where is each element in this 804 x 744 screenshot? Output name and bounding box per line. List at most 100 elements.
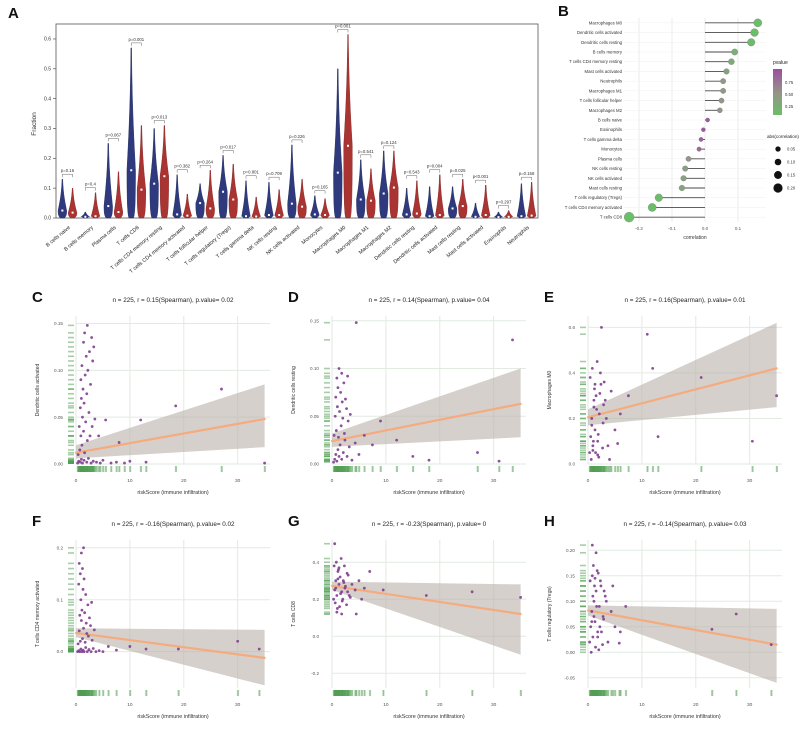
- svg-text:p=0.297: p=0.297: [496, 200, 512, 205]
- svg-text:10: 10: [127, 478, 133, 484]
- svg-text:p=0.013: p=0.013: [151, 114, 167, 119]
- svg-text:20: 20: [437, 478, 443, 484]
- svg-text:0.05: 0.05: [787, 147, 796, 152]
- scatter-chart-e: 0 10 20 30 0.0 0.2 0.4 0.6 riskScore (immune inf…: [547, 316, 782, 496]
- scatter-plot: 0 10 20 30 -0.2 0.0 0.2 0.4 riskScore (immune in…: [291, 540, 526, 720]
- violin-pair: p=0.004: [425, 164, 445, 219]
- svg-text:0.4: 0.4: [569, 371, 576, 376]
- panel-label-a: A: [8, 5, 19, 22]
- svg-text:pvalue: pvalue: [773, 60, 788, 66]
- scatter-chart-c: 0 10 20 30 0.00 0.05 0.10 0.15 riskScore (immune…: [35, 316, 270, 496]
- svg-text:T cells gamma delta: T cells gamma delta: [584, 137, 623, 142]
- panel-label-c: C: [32, 289, 43, 306]
- scatter-title-g: n = 225, r = -0.23(Spearman), p.value= 0: [371, 521, 487, 528]
- svg-text:-0.1: -0.1: [668, 226, 676, 231]
- svg-text:riskScore (immune infiltration: riskScore (immune infiltration): [137, 714, 208, 720]
- svg-text:-0.2: -0.2: [635, 226, 643, 231]
- svg-text:10: 10: [127, 702, 133, 708]
- svg-text:T cells CD4 memory activated: T cells CD4 memory activated: [565, 205, 623, 210]
- data-points: [588, 325, 779, 461]
- svg-text:riskScore (immune infiltration: riskScore (immune infiltration): [649, 490, 720, 496]
- svg-text:0.05: 0.05: [310, 414, 319, 419]
- svg-text:p=0.543: p=0.543: [404, 170, 420, 175]
- svg-text:p=0.382: p=0.382: [174, 164, 190, 169]
- svg-text:Fraction: Fraction: [31, 112, 38, 136]
- violin-pair: p=0.801: [241, 170, 261, 219]
- violin-pair: p=0.709: [264, 171, 284, 219]
- svg-text:0.15: 0.15: [310, 318, 319, 323]
- violin-pair: p=0.025: [448, 168, 468, 219]
- svg-text:Dendritic cells resting: Dendritic cells resting: [581, 40, 622, 45]
- svg-text:p=0.226: p=0.226: [289, 134, 305, 139]
- svg-text:0: 0: [331, 702, 334, 708]
- rug-marks: [324, 321, 514, 472]
- svg-text:p=0.001: p=0.001: [335, 23, 351, 28]
- svg-text:p=0.124: p=0.124: [381, 140, 397, 145]
- svg-text:0.0: 0.0: [702, 226, 709, 231]
- violin-pair: p=0.543: [402, 170, 422, 219]
- svg-text:Dendritic cells resting: Dendritic cells resting: [374, 225, 416, 262]
- svg-text:T cells CD8: T cells CD8: [291, 601, 297, 627]
- svg-text:T cells regulatory (Tregs): T cells regulatory (Tregs): [547, 586, 553, 642]
- scatter-title-c: n = 225, r = 0.15(Spearman), p.value= 0.…: [112, 297, 234, 304]
- svg-text:riskScore (immune infiltration: riskScore (immune infiltration): [649, 714, 720, 720]
- violin-pair: p=0.017: [218, 144, 238, 219]
- panel-label-g: G: [288, 513, 300, 530]
- svg-text:0.4: 0.4: [313, 560, 320, 565]
- svg-text:0.0: 0.0: [313, 634, 320, 639]
- violin-pair: p=0.541: [356, 149, 376, 219]
- violin-pair: p=0.4: [80, 182, 101, 219]
- svg-text:correlation: correlation: [683, 235, 707, 241]
- svg-text:0.10: 0.10: [310, 366, 319, 371]
- violin-pair: p=0.382: [172, 164, 192, 219]
- svg-text:p=0.16: p=0.16: [61, 168, 75, 173]
- svg-text:0.20: 0.20: [787, 186, 796, 191]
- svg-text:20: 20: [693, 478, 699, 484]
- violin-pair: p=0.16: [57, 168, 78, 219]
- panel-label-b: B: [558, 3, 569, 20]
- svg-text:p=0.025: p=0.025: [450, 168, 466, 173]
- svg-text:0.00: 0.00: [566, 650, 575, 655]
- svg-text:T cells CD4 memory activated: T cells CD4 memory activated: [35, 580, 41, 647]
- svg-text:0.2: 0.2: [569, 416, 576, 421]
- svg-text:0.05: 0.05: [54, 415, 63, 420]
- svg-text:Dendritic cells resting: Dendritic cells resting: [291, 366, 297, 414]
- svg-text:riskScore (immune infiltration: riskScore (immune infiltration): [137, 490, 208, 496]
- svg-text:30: 30: [491, 702, 497, 708]
- svg-text:B cells naive: B cells naive: [598, 118, 623, 123]
- violin-pair: p=0.297: [493, 200, 514, 219]
- scatter-chart-h: 0 10 20 30 -0.05 0.00 0.05 0.10 0.15 0.20 riskScor…: [547, 540, 782, 720]
- svg-text:0.0: 0.0: [44, 216, 51, 222]
- svg-text:20: 20: [181, 702, 187, 708]
- svg-text:0.1: 0.1: [57, 597, 64, 602]
- legend: pvalue 0.75 0.50 0.25 abs(correlation) 0.05 0.…: [767, 60, 799, 193]
- svg-text:T cells regulatory (Tregs): T cells regulatory (Tregs): [574, 195, 622, 200]
- svg-text:0.00: 0.00: [54, 462, 63, 467]
- svg-text:p<0.001: p<0.001: [473, 174, 489, 179]
- svg-text:Neutrophils: Neutrophils: [506, 225, 531, 247]
- scatter-plot: 0 10 20 30 0.00 0.05 0.10 0.15 riskScore (immune…: [291, 316, 526, 496]
- svg-text:0.3: 0.3: [44, 126, 51, 132]
- svg-text:Macrophages M2: Macrophages M2: [589, 108, 623, 113]
- svg-text:10: 10: [383, 478, 389, 484]
- svg-text:10: 10: [639, 702, 645, 708]
- svg-text:T cells CD4 memory resting: T cells CD4 memory resting: [569, 59, 623, 64]
- panel-label-e: E: [544, 289, 555, 306]
- svg-text:0.05: 0.05: [566, 624, 575, 629]
- svg-text:0.0: 0.0: [57, 649, 64, 654]
- svg-text:Eosinophils: Eosinophils: [600, 127, 622, 132]
- svg-text:0.15: 0.15: [787, 173, 796, 178]
- data-points: [332, 542, 523, 616]
- rug-marks: [324, 542, 523, 696]
- svg-text:0.2: 0.2: [44, 156, 51, 162]
- svg-text:T cells CD8: T cells CD8: [600, 215, 623, 220]
- svg-text:0.4: 0.4: [44, 96, 51, 102]
- svg-text:p=0.017: p=0.017: [220, 144, 236, 149]
- svg-text:Plasma cells: Plasma cells: [598, 156, 622, 161]
- svg-text:p=0.801: p=0.801: [243, 170, 259, 175]
- rug-marks: [68, 324, 267, 472]
- svg-text:NK cells resting: NK cells resting: [592, 166, 622, 171]
- svg-text:Macrophages M0: Macrophages M0: [547, 370, 553, 409]
- svg-text:0.20: 0.20: [566, 548, 575, 553]
